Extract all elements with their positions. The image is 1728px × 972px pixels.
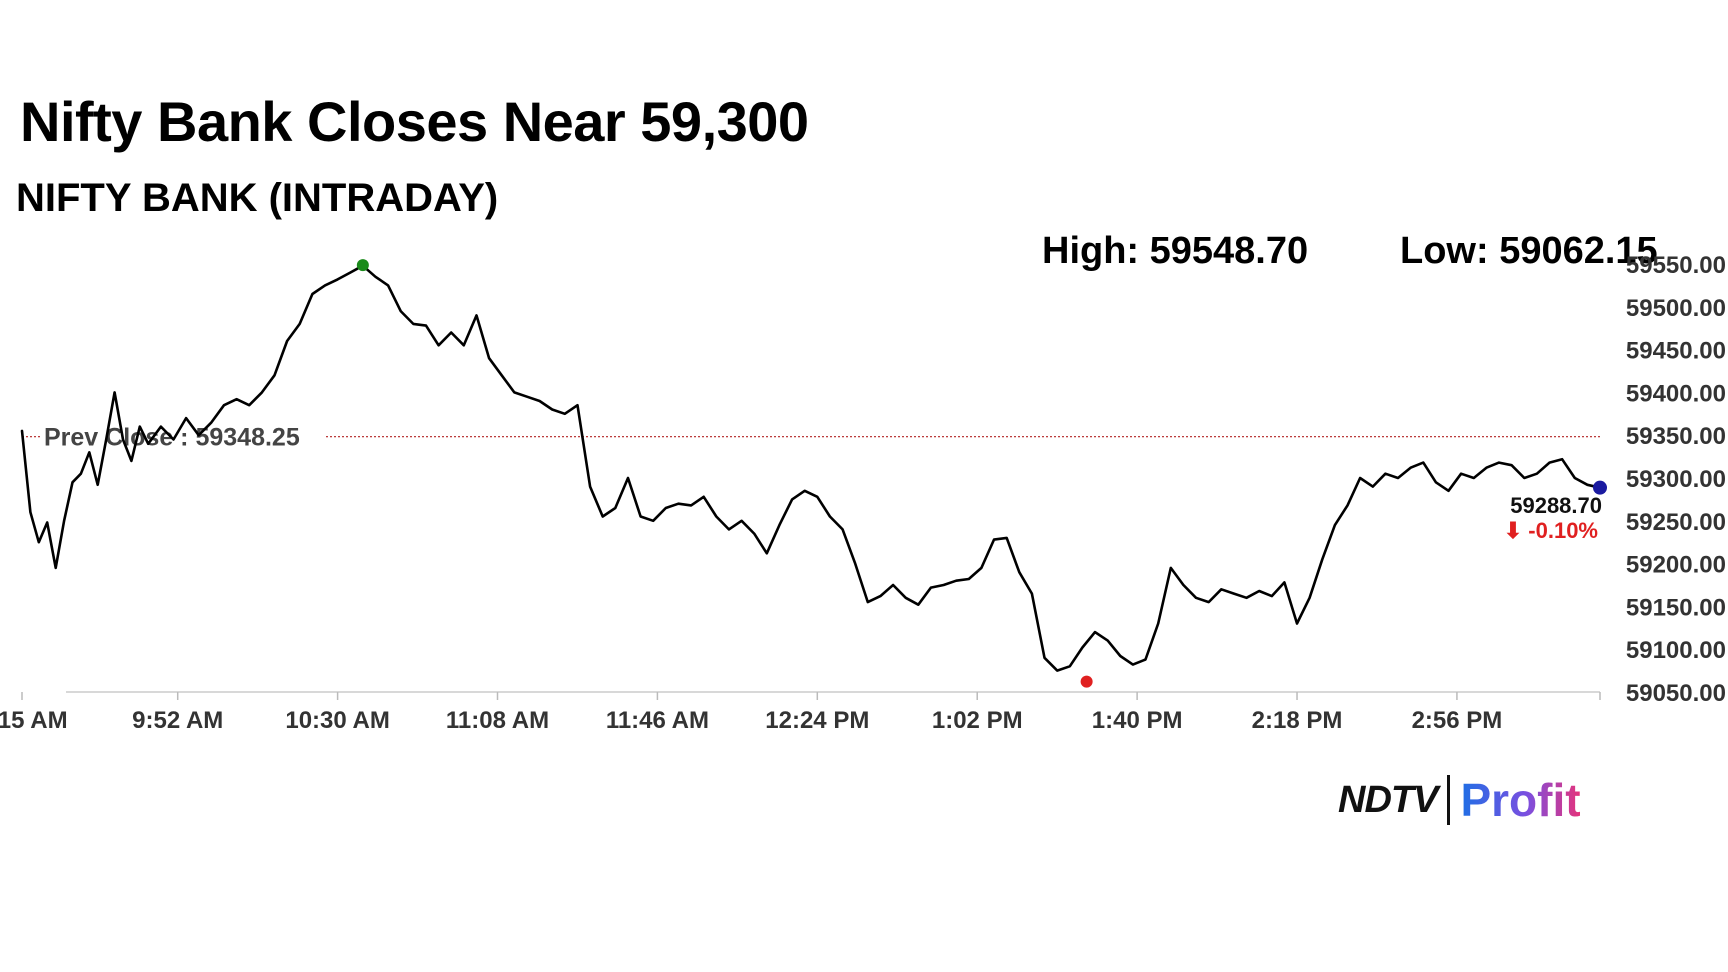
logo-profit-text: Profit [1460, 774, 1581, 826]
page-title: Nifty Bank Closes Near 59,300 [20, 90, 809, 153]
prev-close-label-bg [40, 420, 326, 453]
y-tick-label: 59100.00 [1626, 637, 1726, 664]
x-tick-label: 11:46 AM [606, 707, 709, 734]
y-tick-label: 59400.00 [1626, 380, 1726, 407]
x-tick-label: 9:15 AM [0, 707, 68, 734]
last-price-label: 59288.70 [1510, 493, 1602, 518]
y-tick-label: 59550.00 [1626, 252, 1726, 279]
y-tick-label: 59300.00 [1626, 466, 1726, 493]
logo-separator [1447, 775, 1451, 825]
y-tick-label: 59200.00 [1626, 552, 1726, 579]
x-tick-label: 11:08 AM [446, 707, 549, 734]
price-line [20, 264, 1602, 672]
x-tick-label: 9:52 AM [132, 707, 223, 734]
y-tick-label: 59150.00 [1626, 594, 1726, 621]
logo-ndtv-text: NDTV [1338, 778, 1438, 821]
y-tick-label: 59350.00 [1626, 423, 1726, 450]
ndtv-profit-logo: NDTV Profit [1338, 772, 1581, 828]
y-tick-label: 59500.00 [1626, 295, 1726, 322]
last-price-marker [1593, 480, 1607, 495]
x-tick-label: 1:02 PM [932, 707, 1023, 734]
x-tick-label: 12:24 PM [765, 707, 869, 734]
y-tick-label: 59250.00 [1626, 509, 1726, 536]
x-tick-label: 2:56 PM [1412, 707, 1503, 734]
y-tick-label: 59050.00 [1626, 680, 1726, 707]
low-marker [1080, 675, 1093, 688]
change-percent-label: ⬇ -0.10% [1504, 518, 1598, 543]
low-value-label: Low: 59062.15 [1400, 230, 1658, 272]
x-tick-label: 2:18 PM [1252, 707, 1343, 734]
high-value-label: High: 59548.70 [1042, 230, 1309, 272]
high-marker [356, 259, 369, 272]
y-tick-label: 59450.00 [1626, 338, 1726, 365]
chart-subtitle: NIFTY BANK (INTRADAY) [16, 176, 499, 220]
x-tick-label: 10:30 AM [285, 707, 389, 734]
x-tick-label: 1:40 PM [1092, 707, 1183, 734]
